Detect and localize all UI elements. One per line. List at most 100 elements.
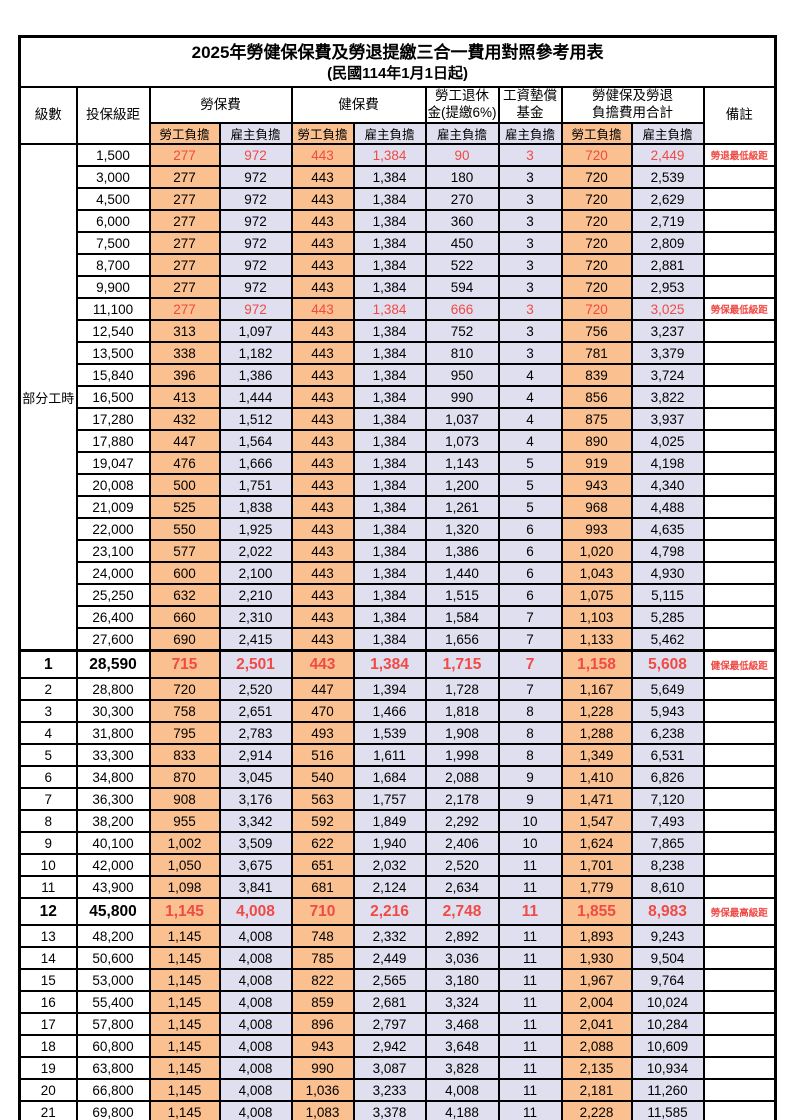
cell-labor-employer: 972 [218,187,293,211]
header-line: 基金 [516,105,544,120]
cell-labor-employer: 4,008 [218,968,293,992]
cell-salary-bracket: 53,000 [75,968,151,992]
cell-labor-employer: 3,841 [218,875,293,899]
cell-labor-employee: 1,145 [148,946,221,970]
table-row: 15,840 396 1,386 443 1,384 950 4 839 3,724 [20,363,777,387]
cell-health-employer: 1,384 [352,473,427,497]
cell-labor-employer: 1,097 [218,319,293,343]
cell-wagefund-employer: 6 [497,539,563,563]
cell-remark [702,385,777,409]
cell-total-employee: 1,075 [560,583,633,607]
cell-labor-employer: 972 [218,297,293,321]
cell-salary-bracket: 38,200 [75,809,151,833]
cell-total-employer: 4,798 [630,539,705,563]
cell-labor-employee: 432 [148,407,221,431]
cell-labor-employer: 2,783 [218,721,293,745]
cell-remark [702,809,777,833]
table-row: 10 42,000 1,050 3,675 651 2,032 2,520 11 1,701 8,… [18,853,777,877]
col-header-total: 勞健保及勞退 負擔費用合計 [560,86,705,124]
cell-remark [702,924,777,948]
cell-remark [702,875,777,899]
cell-health-employer: 1,940 [352,831,427,855]
cell-pension-employer: 450 [424,231,500,255]
cell-labor-employee: 600 [148,561,221,585]
cell-salary-bracket: 17,280 [75,407,151,431]
cell-wagefund-employer: 7 [497,649,563,679]
cell-pension-employer: 1,656 [424,627,500,652]
cell-total-employer: 11,585 [630,1100,705,1120]
cell-total-employee: 720 [560,187,633,211]
cell-level: 6 [18,765,78,789]
cell-health-employer: 1,539 [352,721,427,745]
cell-health-employee: 443 [290,363,355,387]
cell-health-employer: 1,384 [352,517,427,541]
cell-labor-employee: 447 [148,429,221,453]
cell-salary-bracket: 17,880 [75,429,151,453]
cell-level: 14 [18,946,78,970]
cell-health-employee: 651 [290,853,355,877]
cell-labor-employee: 1,145 [148,990,221,1014]
col-header-salary-bracket: 投保級距 [75,86,151,145]
cell-level: 5 [18,743,78,767]
cell-salary-bracket: 1,500 [75,143,151,167]
cell-health-employee: 447 [290,677,355,701]
cell-health-employer: 1,384 [352,583,427,607]
cell-wagefund-employer: 4 [497,407,563,431]
cell-labor-employee: 1,145 [148,1034,221,1058]
cell-wagefund-employer: 4 [497,429,563,453]
cell-total-employee: 720 [560,209,633,233]
cell-labor-employer: 972 [218,165,293,189]
cell-pension-employer: 2,178 [424,787,500,811]
cell-health-employee: 443 [290,253,355,277]
table-row: 23,100 577 2,022 443 1,384 1,386 6 1,020 4,798 [20,539,777,563]
cell-pension-employer: 180 [424,165,500,189]
cell-level: 9 [18,831,78,855]
col-header-level: 級數 [18,86,78,145]
cell-wagefund-employer: 6 [497,517,563,541]
cell-remark [702,209,777,233]
cell-remark [702,517,777,541]
cell-labor-employer: 1,751 [218,473,293,497]
cell-remark [702,275,777,299]
cell-wagefund-employer: 8 [497,699,563,723]
table-row: 2 28,800 720 2,520 447 1,394 1,728 7 1,167 5,649 [18,677,777,701]
cell-health-employer: 1,384 [352,495,427,519]
cell-total-employer: 5,943 [630,699,705,723]
cell-pension-employer: 2,634 [424,875,500,899]
cell-health-employee: 563 [290,787,355,811]
cell-wagefund-employer: 8 [497,721,563,745]
cell-remark [702,451,777,475]
cell-remark [702,1078,777,1102]
cell-salary-bracket: 11,100 [75,297,151,321]
cell-labor-employee: 1,145 [148,924,221,948]
col-header-wage-fund: 工資墊償 基金 [497,86,563,124]
cell-salary-bracket: 19,047 [75,451,151,475]
subheader-health-employer: 雇主負擔 [352,122,427,145]
cell-wagefund-employer: 8 [497,743,563,767]
cell-total-employee: 1,855 [560,897,633,926]
cell-labor-employee: 632 [148,583,221,607]
col-header-pension: 勞工退休 金(提繳6%) [424,86,500,124]
cell-total-employer: 7,865 [630,831,705,855]
cell-remark [702,1100,777,1120]
table-row: 8,700 277 972 443 1,384 522 3 720 2,881 [20,253,777,277]
cell-remark [702,473,777,497]
cell-total-employer: 3,724 [630,363,705,387]
cell-wagefund-employer: 11 [497,1078,563,1102]
cell-salary-bracket: 22,000 [75,517,151,541]
table-row: 6 34,800 870 3,045 540 1,684 2,088 9 1,410 6,826 [18,765,777,789]
cell-remark [702,407,777,431]
cell-total-employee: 856 [560,385,633,409]
cell-total-employer: 4,635 [630,517,705,541]
cell-total-employee: 1,133 [560,627,633,652]
cell-level: 4 [18,721,78,745]
cell-labor-employer: 972 [218,143,293,167]
cell-remark [702,699,777,723]
cell-total-employee: 720 [560,297,633,321]
cell-labor-employee: 795 [148,721,221,745]
table-row: 18 60,800 1,145 4,008 943 2,942 3,648 11 2,088 10… [18,1034,777,1058]
table-row: 11 43,900 1,098 3,841 681 2,124 2,634 11 1,779 8,… [18,875,777,899]
cell-total-employer: 2,629 [630,187,705,211]
premium-reference-table: 2025年勞健保保費及勞退提繳三合一費用對照參考用表 (民國114年1月1日起)… [18,35,778,1120]
